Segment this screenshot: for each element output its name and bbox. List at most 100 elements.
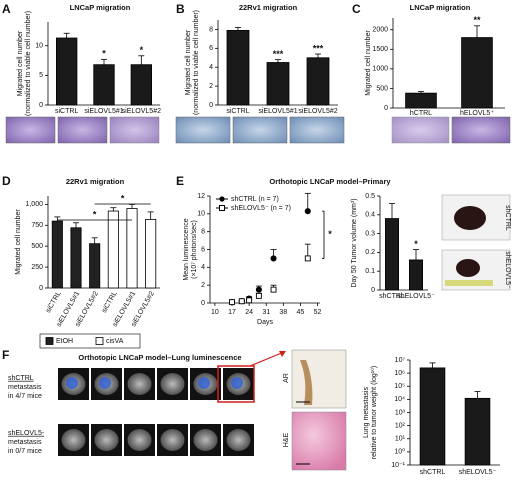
lung [127,373,152,395]
y-axis-label: Mean luminescence [183,218,190,280]
y-tick-label: 500 [376,85,388,92]
y-tick-label: 1500 [372,46,388,53]
x-tick-label: siCTRL [226,108,249,115]
bar [107,210,119,289]
y-tick-label: 10⁵ [394,383,405,390]
legend-swatch [95,337,104,345]
y-axis-label: (×10⁷ photons/sec) [191,220,198,279]
y-axis-label: Migrated cell number [15,209,22,275]
y-tick-label: 0 [39,285,43,292]
group-label: metastasis [8,439,42,446]
group-label: in 4/7 mice [8,393,42,400]
bar [266,62,290,106]
x-tick-label: siELOVL5#1 [84,108,123,115]
he-stain [291,411,347,471]
point [238,298,245,305]
legend-swatch [45,337,54,345]
group-label: shCTRL [8,375,34,382]
bar [306,57,330,106]
lung [61,429,86,451]
y-tick-label: 10⁶ [394,370,405,377]
x-tick-label: shELOVL5⁻ [459,469,497,476]
y-axis-label: (normalized to viable cell number) [25,11,32,116]
y-tick-label: 10 [197,211,205,218]
x-tick-label: siCTRL [101,290,119,314]
x-tick-label: 24 [245,309,253,316]
significance: * [93,209,97,219]
y-tick-label: 2000 [372,27,388,34]
y-axis-label: Day 50 Tumor volume (mm³) [351,198,358,287]
significance: *** [313,43,324,53]
significance: * [102,49,106,59]
point [304,208,311,215]
x-tick-label: 10 [211,309,219,316]
legend-box [39,333,141,349]
signal [198,377,210,389]
y-tick-label: 500 [31,243,43,250]
x-tick-label: hCTRL [410,110,432,117]
y-tick-label: 8 [201,229,205,236]
y-tick-label: 8 [209,26,213,33]
y-tick-label: 0 [39,102,43,109]
significance: * [328,229,332,239]
y-tick-label: 10² [395,422,406,429]
legend-label: shELOVL5⁻ (n = 7) [231,205,291,212]
stain-label: AR [283,373,290,383]
bar [405,92,437,109]
legend-label: shCTRL (n = 7) [231,196,279,203]
significance: * [140,45,144,55]
y-tick-label: 1,000 [25,201,43,208]
y-tick-label: 4 [201,264,205,271]
bar [93,64,115,106]
lung [226,429,251,451]
group-label: metastasis [8,384,42,391]
y-tick-label: 0 [384,105,388,112]
y-axis-label: (normalized to viable cell number) [193,10,200,115]
chart-title: LNCaP migration [70,3,131,12]
point [304,255,311,262]
y-tick-label: 10³ [395,409,406,416]
bar [51,220,63,289]
bracket [322,210,325,259]
y-tick-label: 0.4 [365,212,375,219]
x-tick-label: siELOVL5#1 [258,108,297,115]
stain-label: H&E [283,432,290,447]
panel-label: E [176,174,184,188]
x-tick-label: 52 [314,309,322,316]
bar [226,29,250,106]
y-tick-label: 0.1 [365,268,375,275]
panel-label: F [2,348,9,362]
y-tick-label: 6 [209,45,213,52]
panel-label: C [352,2,361,16]
x-tick-label: hELOVL5⁺ [460,110,494,117]
legend-marker [219,196,225,202]
point [270,286,277,293]
bar [56,37,78,106]
significance: *** [273,49,284,59]
y-tick-label: 0.2 [365,249,375,256]
micrographs [5,116,511,144]
x-tick-label: 31 [262,309,270,316]
x-tick-label: shCTRL [420,469,446,476]
y-tick-label: 0.5 [365,193,375,200]
y-tick-label: 0 [371,287,375,294]
y-tick-label: 1000 [372,66,388,73]
arrow [249,351,285,367]
lung [94,429,119,451]
y-tick-label: 2 [209,83,213,90]
panel-label: A [2,2,11,16]
y-tick-label: 0 [209,102,213,109]
chart-title: Orthotopic LNCaP model–Primary [269,177,391,186]
photo-label: shELOVL5⁻ [504,251,511,289]
y-tick-label: 0 [201,300,205,307]
tumor-photos [441,194,511,291]
group-label: shELOVL5- [8,430,45,437]
y-tick-label: 10 [35,43,43,50]
bar [130,64,152,106]
y-axis-label: Lung metastasis [363,387,370,438]
y-tick-label: 4 [209,64,213,71]
chart-title: 22Rv1 migration [66,177,125,186]
bar [126,208,138,289]
point [229,299,235,306]
